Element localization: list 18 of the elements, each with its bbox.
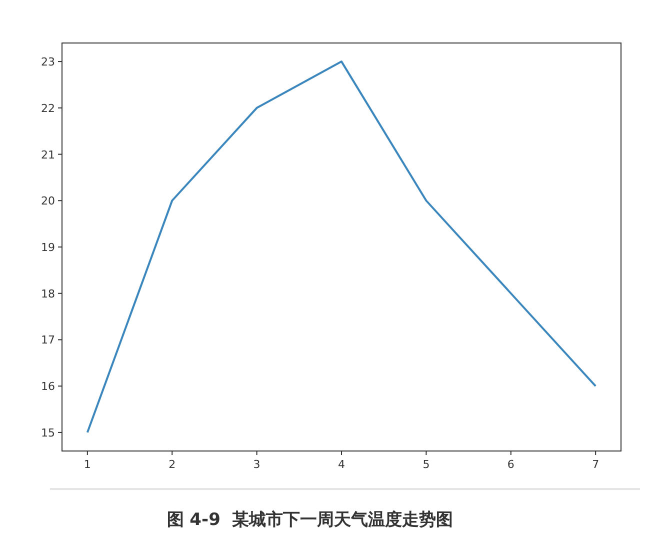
y-tick-label: 18 [41, 287, 55, 300]
line-series [86, 60, 597, 434]
y-tick-label: 21 [41, 148, 55, 162]
y-tick-label: 16 [41, 380, 55, 394]
x-tick-label: 7 [592, 458, 600, 471]
y-tick-label: 23 [41, 56, 55, 69]
y-tick-label: 22 [41, 102, 55, 115]
y-tick-label: 17 [41, 334, 55, 347]
x-tick-label: 5 [422, 458, 430, 471]
x-tick-label: 2 [168, 458, 176, 471]
y-tick-label: 20 [41, 194, 55, 208]
y-tick-label: 19 [41, 241, 55, 254]
x-tick-label: 6 [507, 458, 514, 471]
caption: 图 4-9 某城市下一周天气温度走势图 [166, 510, 454, 530]
x-tick-label: 4 [338, 458, 345, 471]
x-tick-label: 3 [253, 458, 260, 471]
y-tick-label: 15 [41, 426, 55, 440]
x-tick-label: 1 [84, 458, 91, 471]
